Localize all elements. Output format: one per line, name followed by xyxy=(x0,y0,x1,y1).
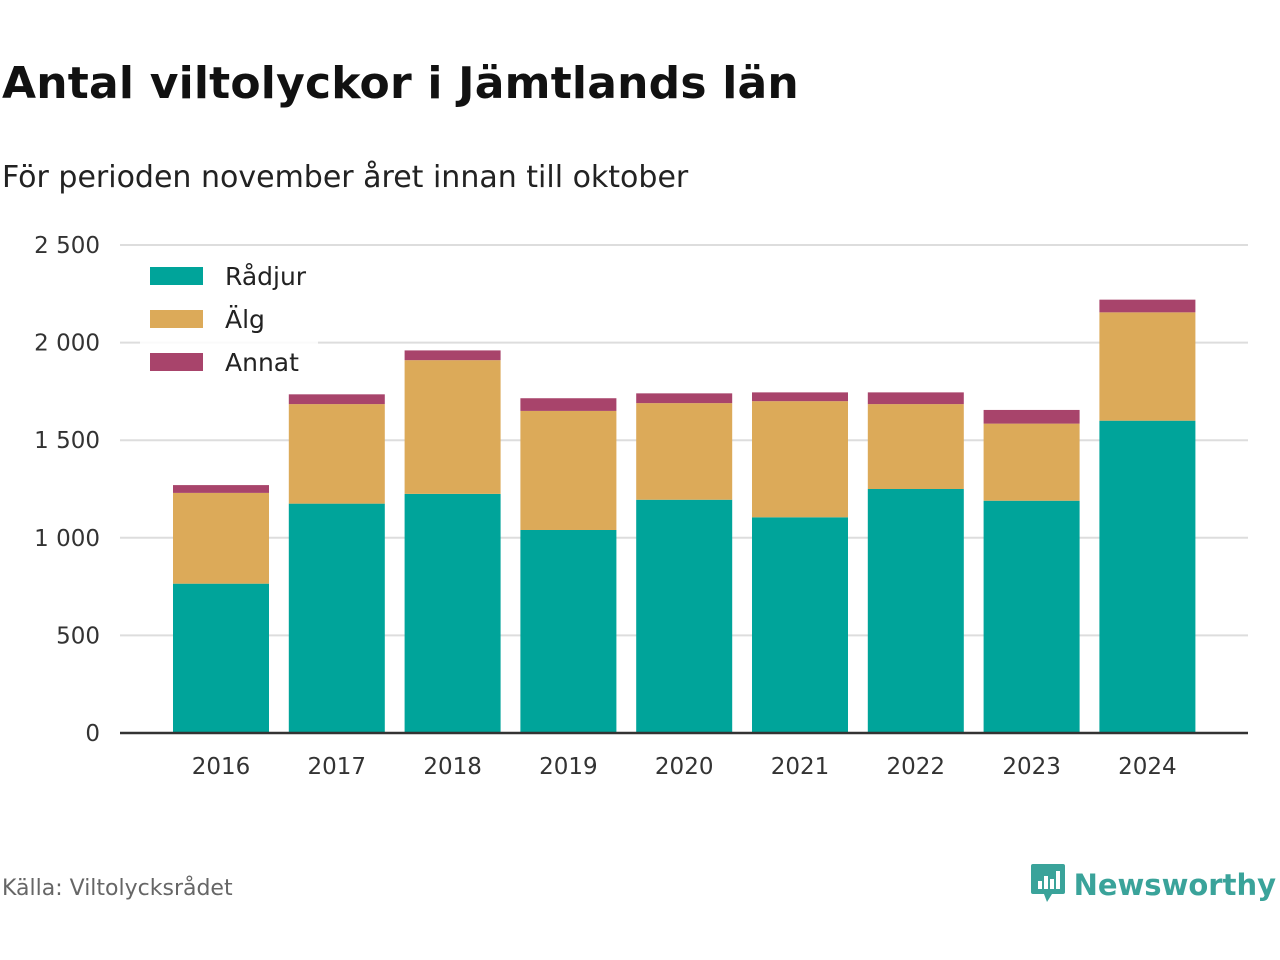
legend-swatch xyxy=(150,353,203,371)
bar-segment-radjur xyxy=(867,489,964,733)
bar-segment-annat xyxy=(752,392,848,402)
bar-segment-radjur xyxy=(752,517,848,733)
legend: Rådjur Älg Annat xyxy=(140,255,318,385)
y-tick-label: 500 xyxy=(56,623,100,649)
bar-segment-radjur xyxy=(173,583,269,733)
x-tick-label: 2016 xyxy=(192,754,251,780)
bar-segment-alg xyxy=(1099,312,1196,421)
brand-name: Newsworthy xyxy=(1073,868,1276,902)
y-tick-label: 2 500 xyxy=(34,233,100,259)
x-tick-label: 2019 xyxy=(539,754,598,780)
bar-segment-radjur xyxy=(636,499,733,733)
bar-segment-alg xyxy=(404,360,501,494)
x-tick-label: 2017 xyxy=(308,754,367,780)
legend-label: Rådjur xyxy=(225,262,307,291)
y-tick-label: 1 000 xyxy=(34,526,100,552)
legend-swatch xyxy=(150,310,203,328)
bar-segment-alg xyxy=(983,423,1080,501)
bar-segment-alg xyxy=(520,410,617,530)
x-tick-label: 2021 xyxy=(771,754,830,780)
bar-chart-logo-icon xyxy=(1030,862,1066,908)
bar-segment-radjur xyxy=(288,503,385,733)
bar-segment-radjur xyxy=(404,493,501,733)
bar-segment-annat xyxy=(983,409,1080,424)
x-tick-label: 2024 xyxy=(1118,754,1177,780)
bars xyxy=(173,299,1196,733)
x-tick-label: 2018 xyxy=(423,754,482,780)
bar-segment-alg xyxy=(636,403,733,500)
bar-segment-alg xyxy=(288,404,385,504)
x-tick-label: 2023 xyxy=(1002,754,1061,780)
legend-label: Älg xyxy=(225,305,265,334)
x-tick-label: 2022 xyxy=(887,754,946,780)
bar-segment-annat xyxy=(1099,299,1196,313)
bar-segment-alg xyxy=(173,492,269,584)
legend-label: Annat xyxy=(225,348,299,377)
bar-segment-annat xyxy=(520,398,617,411)
x-tick-label: 2020 xyxy=(655,754,714,780)
bar-segment-annat xyxy=(867,392,964,405)
bar-segment-alg xyxy=(867,404,964,489)
chart-title: Antal viltolyckor i Jämtlands län xyxy=(2,58,799,109)
chart-subtitle: För perioden november året innan till ok… xyxy=(2,160,689,195)
bar-segment-annat xyxy=(404,350,501,361)
bar-segment-radjur xyxy=(520,529,617,733)
bar-segment-radjur xyxy=(1099,420,1196,733)
legend-swatch xyxy=(150,267,203,285)
y-tick-label: 0 xyxy=(85,721,100,747)
brand-logo: Newsworthy xyxy=(1030,862,1276,908)
bar-segment-radjur xyxy=(983,500,1080,733)
source-note: Källa: Viltolycksrådet xyxy=(2,876,233,901)
y-tick-label: 2 000 xyxy=(34,331,100,357)
axes: 0 500 1 000 1 500 2 000 2 500 2016 2017 2018 2019… xyxy=(34,233,1248,780)
bar-segment-annat xyxy=(636,393,733,404)
bar-segment-annat xyxy=(288,394,385,405)
bar-segment-alg xyxy=(752,401,848,518)
bar-segment-annat xyxy=(173,485,269,493)
y-tick-label: 1 500 xyxy=(34,428,100,454)
